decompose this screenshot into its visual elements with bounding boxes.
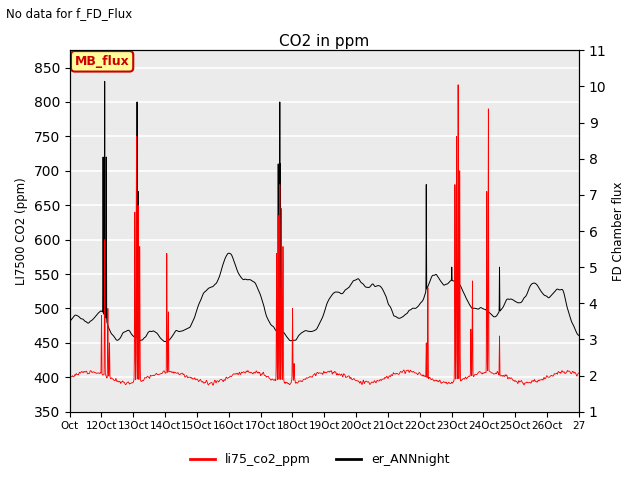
Y-axis label: LI7500 CO2 (ppm): LI7500 CO2 (ppm)	[15, 177, 28, 285]
Title: CO2 in ppm: CO2 in ppm	[279, 34, 369, 49]
Text: No data for f_FD_Flux: No data for f_FD_Flux	[6, 7, 132, 20]
Legend: li75_co2_ppm, er_ANNnight: li75_co2_ppm, er_ANNnight	[186, 448, 454, 471]
Text: MB_flux: MB_flux	[75, 55, 129, 68]
Y-axis label: FD Chamber flux: FD Chamber flux	[612, 181, 625, 281]
